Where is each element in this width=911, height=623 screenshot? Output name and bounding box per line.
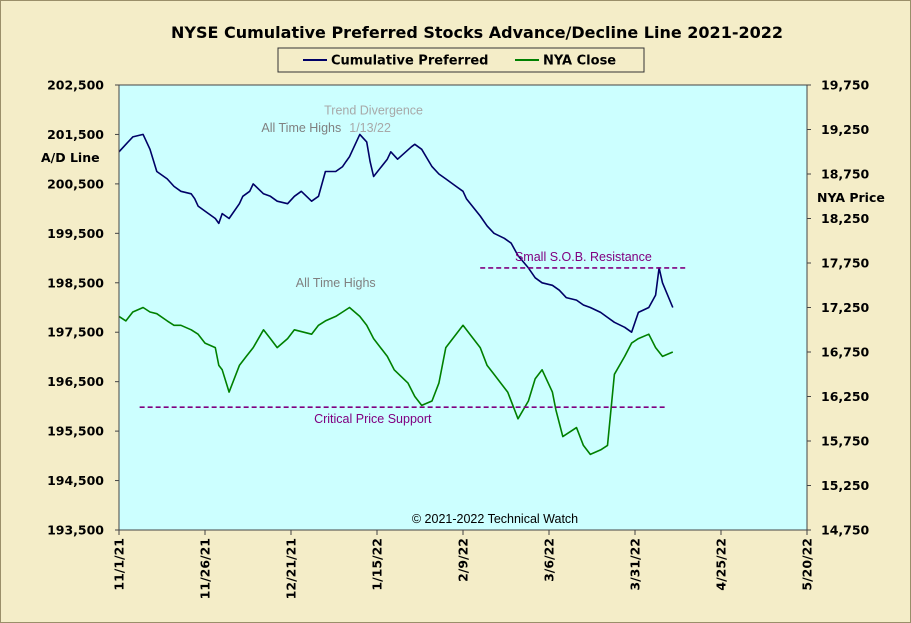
annotation-divergence-date: 1/13/22 — [349, 121, 391, 135]
legend-label-cumulative-preferred: Cumulative Preferred — [331, 54, 489, 69]
series-line-cumulative-preferred — [118, 133, 674, 334]
right-tick-label: 18,250 — [821, 211, 870, 226]
x-tick-label: 3/31/22 — [628, 538, 643, 591]
x-tick-label: 5/20/22 — [800, 538, 815, 591]
left-tick-label: 198,500 — [47, 275, 104, 290]
legend-box — [277, 47, 645, 73]
legend: Cumulative Preferred NYA Close — [277, 47, 645, 73]
series-layer — [118, 133, 674, 456]
x-tick-label: 11/26/21 — [198, 538, 213, 599]
right-tick-label: 19,750 — [821, 78, 870, 93]
right-tick-label: 15,750 — [821, 434, 870, 449]
left-tick-label: 197,500 — [47, 325, 104, 340]
reference-label-support: Critical Price Support — [314, 412, 432, 426]
left-tick-label: 201,500 — [47, 127, 104, 142]
left-tick-label: 194,500 — [47, 473, 104, 488]
series-line-nya-close — [118, 306, 674, 456]
reference-lines: Small S.O.B. Resistance Critical Price Su… — [139, 250, 687, 426]
left-tick-label: 195,500 — [47, 424, 104, 439]
reference-label-resistance: Small S.O.B. Resistance — [515, 250, 652, 264]
x-tick-label: 2/9/22 — [456, 538, 471, 582]
left-tick-label: 199,500 — [47, 226, 104, 241]
right-tick-label: 17,750 — [821, 256, 870, 271]
right-tick-label: 15,250 — [821, 478, 870, 493]
right-tick-label: 19,250 — [821, 122, 870, 137]
right-tick-label: 16,750 — [821, 345, 870, 360]
x-tick-label: 11/1/21 — [112, 538, 127, 591]
right-tick-label: 14,750 — [821, 523, 870, 538]
annotation-all-time-highs-ad: All Time Highs — [261, 121, 341, 135]
x-tick-label: 3/6/22 — [542, 538, 557, 582]
right-tick-label: 17,250 — [821, 300, 870, 315]
copyright-text: © 2021-2022 Technical Watch — [412, 512, 578, 526]
left-tick-label: 202,500 — [47, 78, 104, 93]
chart-title: NYSE Cumulative Preferred Stocks Advance… — [171, 23, 783, 42]
left-tick-label: 200,500 — [47, 176, 104, 191]
legend-label-nya-close: NYA Close — [543, 54, 616, 69]
annotations: All Time Highs Trend Divergence 1/13/22 All… — [261, 104, 423, 290]
x-tick-label: 4/25/22 — [714, 538, 729, 591]
annotation-trend-divergence: Trend Divergence — [324, 104, 423, 118]
right-axis-label: NYA Price — [817, 190, 885, 205]
axes: 193,500 194,500 195,500 196,500 197,500 198,5… — [47, 78, 869, 600]
annotation-all-time-highs-nya: All Time Highs — [296, 276, 376, 290]
right-tick-label: 18,750 — [821, 167, 870, 182]
right-tick-label: 16,250 — [821, 389, 870, 404]
plot-area — [119, 85, 807, 530]
x-tick-label: 1/15/22 — [370, 538, 385, 591]
x-tick-label: 12/21/21 — [284, 538, 299, 599]
left-axis-label: A/D Line — [41, 150, 100, 165]
left-tick-label: 196,500 — [47, 374, 104, 389]
left-tick-label: 193,500 — [47, 523, 104, 538]
